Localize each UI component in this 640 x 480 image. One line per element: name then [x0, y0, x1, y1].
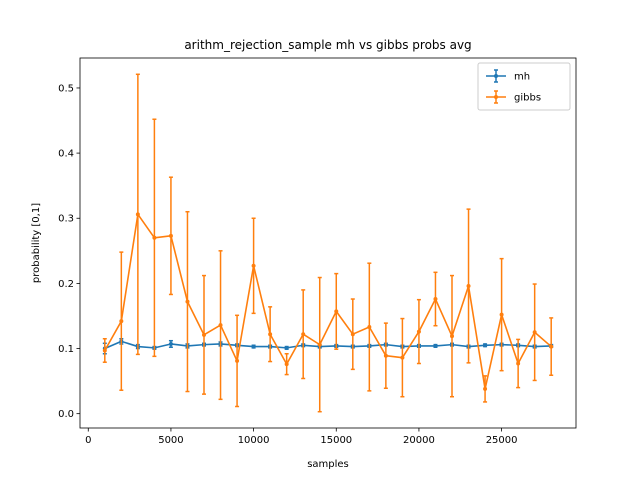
data-point-gibbs [251, 263, 256, 268]
legend-swatch-marker [494, 95, 498, 99]
axes: 0 5000 10000 15000 20000 25000 0.0 0.1 0.2 0.3 0.4… [58, 83, 517, 446]
legend-label: gibbs [514, 93, 541, 104]
data-point-gibbs [416, 329, 421, 334]
series-line-mh [104, 340, 552, 350]
legend-item-gibbs: gibbs [486, 90, 541, 104]
x-tick-label: 10000 [238, 435, 270, 446]
legend-label: mh [514, 72, 530, 83]
legend-swatch-marker [494, 74, 498, 78]
plot-area [102, 73, 554, 413]
data-point-gibbs [499, 312, 504, 317]
data-point-gibbs [135, 212, 140, 217]
data-point-gibbs [450, 334, 454, 339]
legend-item-mh: mh [486, 69, 530, 83]
data-point-gibbs [202, 332, 206, 337]
data-point-gibbs [152, 235, 157, 240]
data-point-gibbs [532, 330, 537, 335]
data-point-gibbs [516, 361, 521, 366]
chart-title: arithm_rejection_sample mh vs gibbs prob… [184, 38, 471, 52]
data-point-gibbs [549, 344, 554, 349]
data-point-gibbs [268, 332, 273, 337]
data-point-gibbs [301, 332, 306, 337]
y-tick-label: 0.2 [58, 279, 74, 290]
x-tick-label: 25000 [486, 435, 518, 446]
data-point-gibbs [284, 362, 289, 367]
data-point-mh [284, 345, 289, 350]
data-point-mh [168, 341, 173, 346]
data-point-gibbs [102, 348, 107, 353]
data-point-gibbs [433, 297, 438, 302]
data-point-gibbs [400, 355, 405, 360]
plot-frame [79, 57, 577, 429]
data-point-gibbs [367, 325, 372, 330]
data-point-gibbs [235, 358, 240, 363]
data-point-gibbs [334, 309, 339, 314]
data-point-gibbs [466, 283, 471, 288]
x-tick-label: 0 [85, 435, 91, 446]
x-tick-label: 15000 [320, 435, 352, 446]
data-point-gibbs [218, 323, 223, 328]
legend: mh gibbs [477, 62, 571, 111]
series-gibbs [102, 73, 554, 413]
series-line-gibbs [104, 213, 552, 390]
data-point-gibbs [483, 386, 488, 391]
y-tick-label: 0.3 [58, 214, 74, 225]
data-point-gibbs [119, 319, 124, 324]
data-point-mh [251, 344, 256, 349]
data-point-mh [483, 343, 488, 348]
data-point-mh [433, 343, 438, 348]
x-tick-label: 5000 [158, 435, 183, 446]
y-tick-label: 0.0 [58, 409, 74, 420]
data-point-gibbs [317, 342, 322, 347]
y-tick-label: 0.1 [58, 344, 74, 355]
data-point-gibbs [168, 233, 173, 238]
data-point-gibbs [383, 353, 388, 358]
data-point-gibbs [185, 299, 190, 304]
legend-box [477, 62, 571, 111]
x-tick-label: 20000 [403, 435, 435, 446]
x-axis-title: samples [307, 459, 349, 470]
data-point-gibbs [350, 332, 355, 337]
y-tick-label: 0.5 [58, 83, 74, 94]
y-axis-title: probability [0,1] [31, 203, 42, 283]
y-tick-label: 0.4 [58, 149, 74, 160]
